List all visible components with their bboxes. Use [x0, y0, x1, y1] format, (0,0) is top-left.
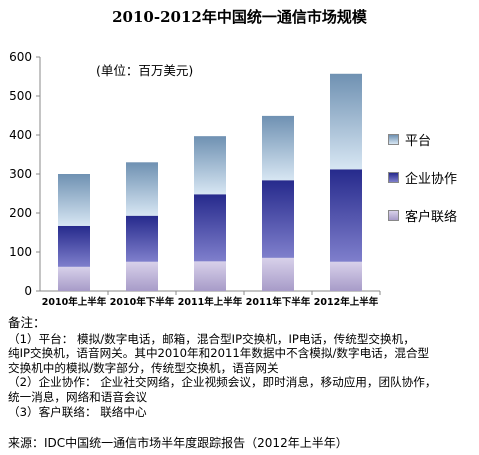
legend-label-collab: 企业协作 — [405, 171, 458, 187]
legend-swatch-collab — [388, 171, 399, 183]
notes-label: 备注： — [8, 315, 46, 330]
chart-title: 2010-2012年中国统一通信市场规模 — [112, 8, 367, 26]
bar-segment — [330, 261, 362, 291]
legend-item-collab: 企业协作 — [388, 167, 457, 187]
bar-segment — [126, 261, 158, 291]
x-tick-label: 2010年上半年 — [42, 296, 107, 308]
unit-label: (单位：百万美元) — [96, 63, 194, 78]
y-tick-label: 400 — [9, 128, 32, 142]
bars — [58, 73, 362, 291]
y-tick-label: 600 — [9, 50, 32, 64]
y-tick-label: 100 — [9, 245, 32, 259]
note-line: （1）平台： 模拟/数字电话，邮箱，混合型IP交换机，IP电话，传统型交换机， — [8, 331, 415, 346]
bar-segment — [194, 194, 226, 262]
note-line: （3）客户联络： 联络中心 — [8, 404, 147, 419]
bar-segment — [262, 180, 294, 258]
source-note: 来源：IDC中国统一通信市场半年度跟踪报告（2012年上半年） — [8, 436, 348, 450]
y-tick-label: 500 — [9, 89, 32, 103]
bar-segment — [58, 174, 90, 226]
note-line: 纯IP交换机，语音网关。其中2010年和2011年数据中不含模拟/数字电话，混合… — [8, 346, 430, 361]
legend-swatch-contact — [388, 209, 399, 221]
bar-segment — [126, 162, 158, 216]
x-tick-label: 2011年下半年 — [246, 296, 311, 308]
note-line: 交换机中的模拟/数字部分，传统型交换机，语音网关 — [8, 360, 279, 375]
note-line: 统一消息，网络和语音会议 — [8, 389, 148, 404]
legend-label-platform: 平台 — [405, 133, 432, 149]
legend: 平台 企业协作 客户联络 — [388, 129, 457, 243]
y-tick-label: 200 — [9, 206, 32, 220]
bar-segment — [262, 257, 294, 291]
legend-swatch-platform — [388, 133, 399, 145]
note-line: （2）企业协作： 企业社交网络，企业视频会议，即时消息，移动应用，团队协作， — [8, 375, 437, 390]
bar-segment — [58, 225, 90, 267]
legend-item-platform: 平台 — [388, 129, 457, 149]
bar-segment — [194, 261, 226, 291]
bar-segment — [126, 215, 158, 262]
x-tick-label: 2010年下半年 — [110, 296, 175, 308]
legend-item-contact: 客户联络 — [388, 205, 457, 225]
y-tick-label: 0 — [24, 284, 32, 298]
y-tick-label: 300 — [9, 167, 32, 181]
bar-segment — [330, 73, 362, 170]
bar-segment — [194, 136, 226, 195]
bar-segment — [58, 266, 90, 291]
bar-segment — [330, 169, 362, 262]
notes: 备注： （1）平台： 模拟/数字电话，邮箱，混合型IP交换机，IP电话，传统型交… — [8, 315, 473, 419]
legend-label-contact: 客户联络 — [405, 209, 458, 225]
x-tick-label: 2012年上半年 — [314, 296, 379, 308]
x-tick-label: 2011年上半年 — [178, 296, 243, 308]
bar-segment — [262, 115, 294, 181]
